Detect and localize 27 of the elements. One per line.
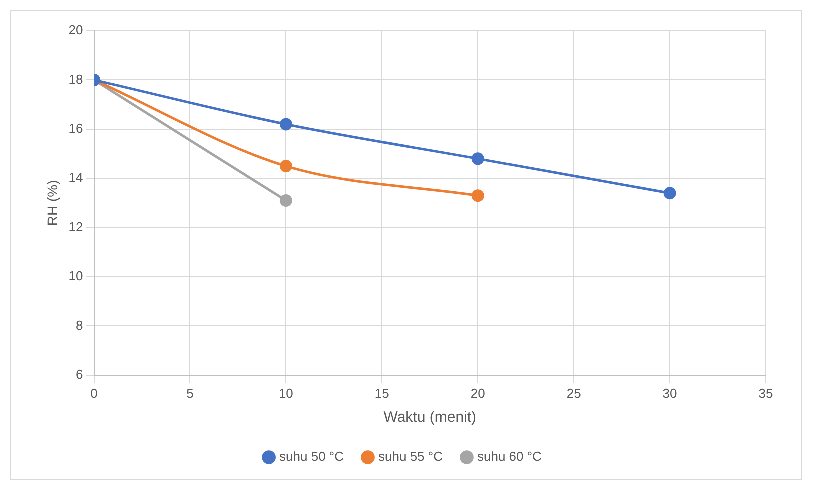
y-tick-label: 12 [68, 219, 84, 234]
x-tick-label: 10 [278, 386, 294, 401]
y-tick-label: 20 [68, 22, 84, 38]
x-tick-label: 30 [662, 386, 678, 401]
y-tick-label: 14 [68, 170, 84, 186]
y-tick-label: 8 [76, 318, 84, 333]
point [280, 194, 292, 207]
x-tick-label: 5 [186, 386, 194, 401]
y-axis-title: RH (%) [44, 180, 60, 226]
y-tick-label: 10 [68, 268, 84, 284]
point [472, 152, 484, 166]
y-tick-label: 16 [68, 120, 84, 136]
x-tick-label: 25 [566, 386, 582, 401]
legend-label: suhu 50 °C [280, 449, 344, 464]
point [280, 118, 292, 131]
x-tick-label: 15 [374, 386, 390, 401]
x-tick-label: 0 [90, 386, 98, 401]
y-tick-label: 6 [76, 366, 84, 382]
point [280, 160, 292, 173]
y-tick-label: 18 [68, 72, 84, 87]
point [472, 190, 484, 202]
point [664, 187, 676, 200]
legend-label: suhu 55 °C [378, 449, 443, 464]
x-axis-title: Waktu (menit) [384, 409, 477, 426]
x-tick-label: 20 [470, 386, 486, 401]
legend-label: suhu 60 °C [477, 449, 542, 464]
x-tick-label: 35 [758, 386, 774, 401]
